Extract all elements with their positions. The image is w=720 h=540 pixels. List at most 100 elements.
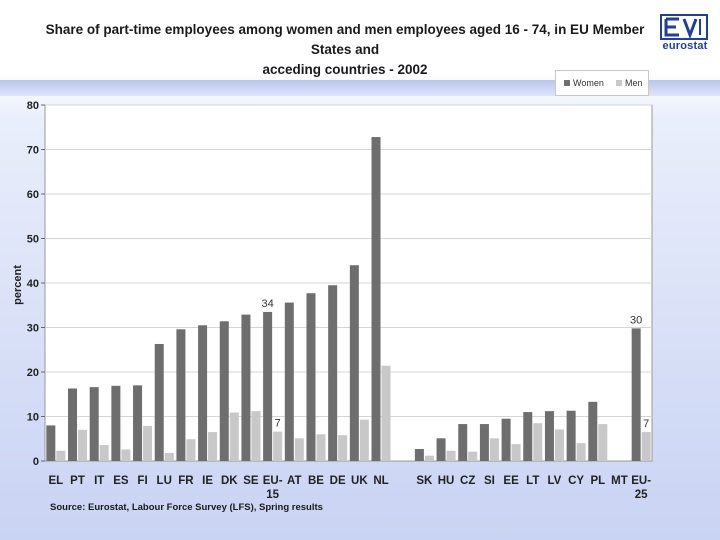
bar-women xyxy=(219,321,229,461)
bar-men xyxy=(381,365,391,461)
x-tick-label: MT xyxy=(611,475,628,487)
y-tick-label: 40 xyxy=(27,278,39,290)
eurostat-logo-icon xyxy=(660,14,708,40)
x-tick-label: DE xyxy=(330,475,346,487)
bar-men xyxy=(359,419,369,461)
y-tick-label: 50 xyxy=(27,234,39,246)
bar-men xyxy=(251,411,261,461)
bar-women xyxy=(284,302,294,461)
x-tick-label: AT xyxy=(287,475,301,487)
eurostat-logo: eurostat xyxy=(658,14,712,54)
bar-men xyxy=(489,438,499,461)
bar-men xyxy=(554,429,564,461)
bar-women xyxy=(306,293,316,461)
bar-men xyxy=(273,431,283,461)
x-tick-label: EU-25 xyxy=(631,475,651,501)
bar-women xyxy=(371,137,381,462)
x-tick-label: PT xyxy=(70,475,85,487)
bar-women xyxy=(89,387,99,461)
y-tick-label: 0 xyxy=(33,456,39,468)
x-tick-label: SK xyxy=(416,475,433,487)
bar-men xyxy=(99,444,109,461)
bar-men xyxy=(294,438,304,461)
bar-men xyxy=(164,452,174,461)
x-tick-label: SE xyxy=(243,475,259,487)
y-tick-label: 20 xyxy=(27,367,39,379)
x-tick-label: LU xyxy=(157,475,172,487)
x-tick-label: IT xyxy=(94,475,104,487)
bar-women xyxy=(544,411,554,461)
bar-women xyxy=(631,328,641,461)
bar-women xyxy=(46,425,56,461)
bar-men xyxy=(121,449,131,461)
bar-women xyxy=(133,385,143,461)
legend-swatch-women xyxy=(564,80,570,86)
bar-men xyxy=(186,439,196,461)
bar-men xyxy=(229,412,239,461)
legend-item-men: Men xyxy=(616,78,643,88)
bar-women xyxy=(458,424,468,461)
bar-women xyxy=(154,343,164,461)
bar-men xyxy=(208,432,218,461)
x-tick-label: FI xyxy=(137,475,147,487)
x-tick-label: HU xyxy=(438,475,455,487)
bar-men xyxy=(338,435,348,461)
x-tick-label: CZ xyxy=(460,475,475,487)
legend-item-women: Women xyxy=(564,78,604,88)
legend-swatch-men xyxy=(616,80,622,86)
y-tick-label: 30 xyxy=(27,323,39,335)
x-tick-label: BE xyxy=(308,475,324,487)
bar-men xyxy=(78,429,88,461)
bar-men xyxy=(598,424,608,461)
y-tick-label: 80 xyxy=(27,100,39,112)
bar-women xyxy=(263,311,273,461)
y-tick-label: 10 xyxy=(27,412,39,424)
bar-women xyxy=(328,285,338,461)
bar-men xyxy=(641,432,651,461)
x-tick-label: FR xyxy=(178,475,194,487)
header-band xyxy=(0,80,720,96)
chart-title-line1: Share of part-time employees among women… xyxy=(45,22,645,57)
bar-women xyxy=(479,424,489,461)
x-tick-label: ES xyxy=(113,475,129,487)
bar-women xyxy=(501,418,511,461)
bar-women xyxy=(198,325,208,461)
data-label: 7 xyxy=(275,418,281,430)
y-axis-label: percent xyxy=(12,265,24,305)
bar-men xyxy=(316,434,326,461)
x-tick-label: SI xyxy=(484,475,495,487)
bar-women xyxy=(68,388,78,461)
bar-men xyxy=(576,443,586,461)
bar-women xyxy=(566,410,576,461)
x-tick-label: NL xyxy=(373,475,388,487)
x-tick-label: CY xyxy=(568,475,584,487)
bar-women xyxy=(241,314,251,461)
x-tick-label: PL xyxy=(590,475,605,487)
bar-women xyxy=(349,265,359,461)
x-tick-label: UK xyxy=(351,475,368,487)
x-tick-label: EL xyxy=(48,475,63,487)
bar-men xyxy=(468,451,478,461)
eurostat-logo-text: eurostat xyxy=(662,40,708,52)
data-label: 7 xyxy=(643,418,649,430)
bar-women xyxy=(523,412,533,461)
bar-men xyxy=(533,423,543,461)
data-label: 34 xyxy=(262,298,274,310)
x-tick-label: IE xyxy=(202,475,213,487)
bar-women xyxy=(588,401,598,461)
bar-men xyxy=(424,455,434,461)
bar-men xyxy=(511,444,521,461)
y-tick-label: 70 xyxy=(27,145,39,157)
x-tick-label: EE xyxy=(503,475,519,487)
chart-legend: Women Men xyxy=(555,70,649,96)
x-tick-label: DK xyxy=(221,475,238,487)
data-label: 30 xyxy=(630,314,642,326)
chart-title-line2: acceding countries - 2002 xyxy=(262,62,428,77)
bar-women xyxy=(111,385,121,461)
bar-women xyxy=(414,448,424,461)
bar-men xyxy=(56,450,66,461)
chart-title: Share of part-time employees among women… xyxy=(40,20,650,80)
legend-label-men: Men xyxy=(625,78,643,88)
x-tick-label: EU-15 xyxy=(263,475,283,501)
